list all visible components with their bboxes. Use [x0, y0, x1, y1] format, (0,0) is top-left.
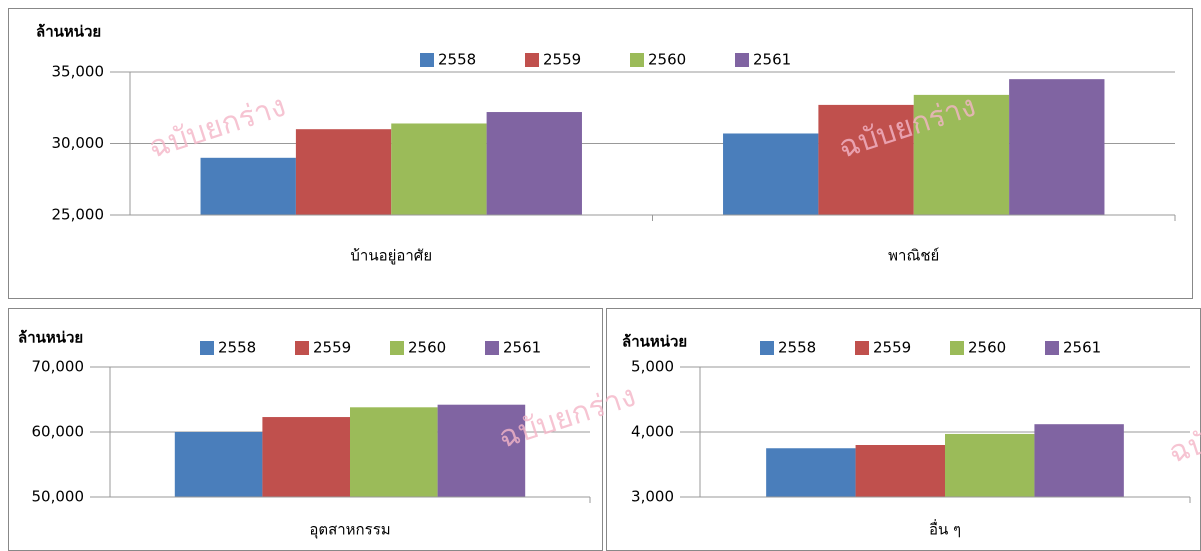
legend-swatch — [420, 53, 434, 67]
bar — [1009, 79, 1105, 216]
legend-swatch — [1045, 341, 1059, 355]
bar — [723, 133, 819, 215]
y-tick-label: 50,000 — [32, 488, 85, 506]
legend-label: 2560 — [648, 51, 686, 69]
legend-swatch — [200, 341, 214, 355]
watermark: ฉบับยกร่าง — [144, 89, 290, 166]
legend-label: 2560 — [968, 339, 1006, 357]
x-tick-label: อื่น ๆ — [929, 519, 961, 539]
y-tick-label: 5,000 — [631, 358, 674, 376]
y-tick-label: 4,000 — [631, 423, 674, 441]
legend-swatch — [390, 341, 404, 355]
bar — [437, 404, 526, 497]
legend-label: 2560 — [408, 339, 446, 357]
legend-label: 2561 — [753, 51, 791, 69]
bar — [486, 112, 582, 215]
bar — [295, 129, 392, 215]
bar — [913, 94, 1010, 215]
legend-swatch — [485, 341, 499, 355]
chart-frame — [8, 8, 1193, 299]
y-tick-label: 70,000 — [32, 358, 85, 376]
bar — [391, 123, 487, 215]
bar — [262, 417, 350, 497]
legend-swatch — [760, 341, 774, 355]
legend-swatch — [295, 341, 309, 355]
legend-label: 2559 — [543, 51, 581, 69]
legend-swatch — [950, 341, 964, 355]
bar — [818, 104, 914, 215]
y-axis-title: ล้านหน่วย — [622, 333, 687, 351]
bar — [200, 157, 296, 215]
bar — [766, 448, 856, 497]
bar — [350, 407, 438, 497]
legend-label: 2559 — [313, 339, 351, 357]
x-tick-label: บ้านอยู่อาศัย — [350, 247, 432, 265]
watermark: ฉบับยกร่าง — [494, 379, 640, 456]
y-axis-title: ล้านหน่วย — [36, 23, 101, 41]
legend-swatch — [525, 53, 539, 67]
legend-label: 2561 — [1063, 339, 1101, 357]
y-tick-label: 35,000 — [52, 63, 105, 81]
legend-label: 2561 — [503, 339, 541, 357]
legend-swatch — [855, 341, 869, 355]
y-tick-label: 30,000 — [52, 134, 105, 152]
x-tick-label: พาณิชย์ — [888, 247, 939, 265]
bar — [945, 433, 1035, 497]
legend-label: 2558 — [778, 339, 816, 357]
bar — [1034, 424, 1124, 497]
bar — [174, 432, 263, 497]
legend-swatch — [735, 53, 749, 67]
x-tick-label: อุตสาหกรรม — [309, 521, 390, 540]
y-tick-label: 25,000 — [52, 206, 105, 224]
bar — [855, 445, 945, 497]
legend-label: 2558 — [218, 339, 256, 357]
legend-label: 2559 — [873, 339, 911, 357]
y-axis-title: ล้านหน่วย — [18, 329, 83, 347]
y-tick-label: 60,000 — [32, 423, 85, 441]
legend-label: 2558 — [438, 51, 476, 69]
y-tick-label: 3,000 — [631, 488, 674, 506]
legend-swatch — [630, 53, 644, 67]
